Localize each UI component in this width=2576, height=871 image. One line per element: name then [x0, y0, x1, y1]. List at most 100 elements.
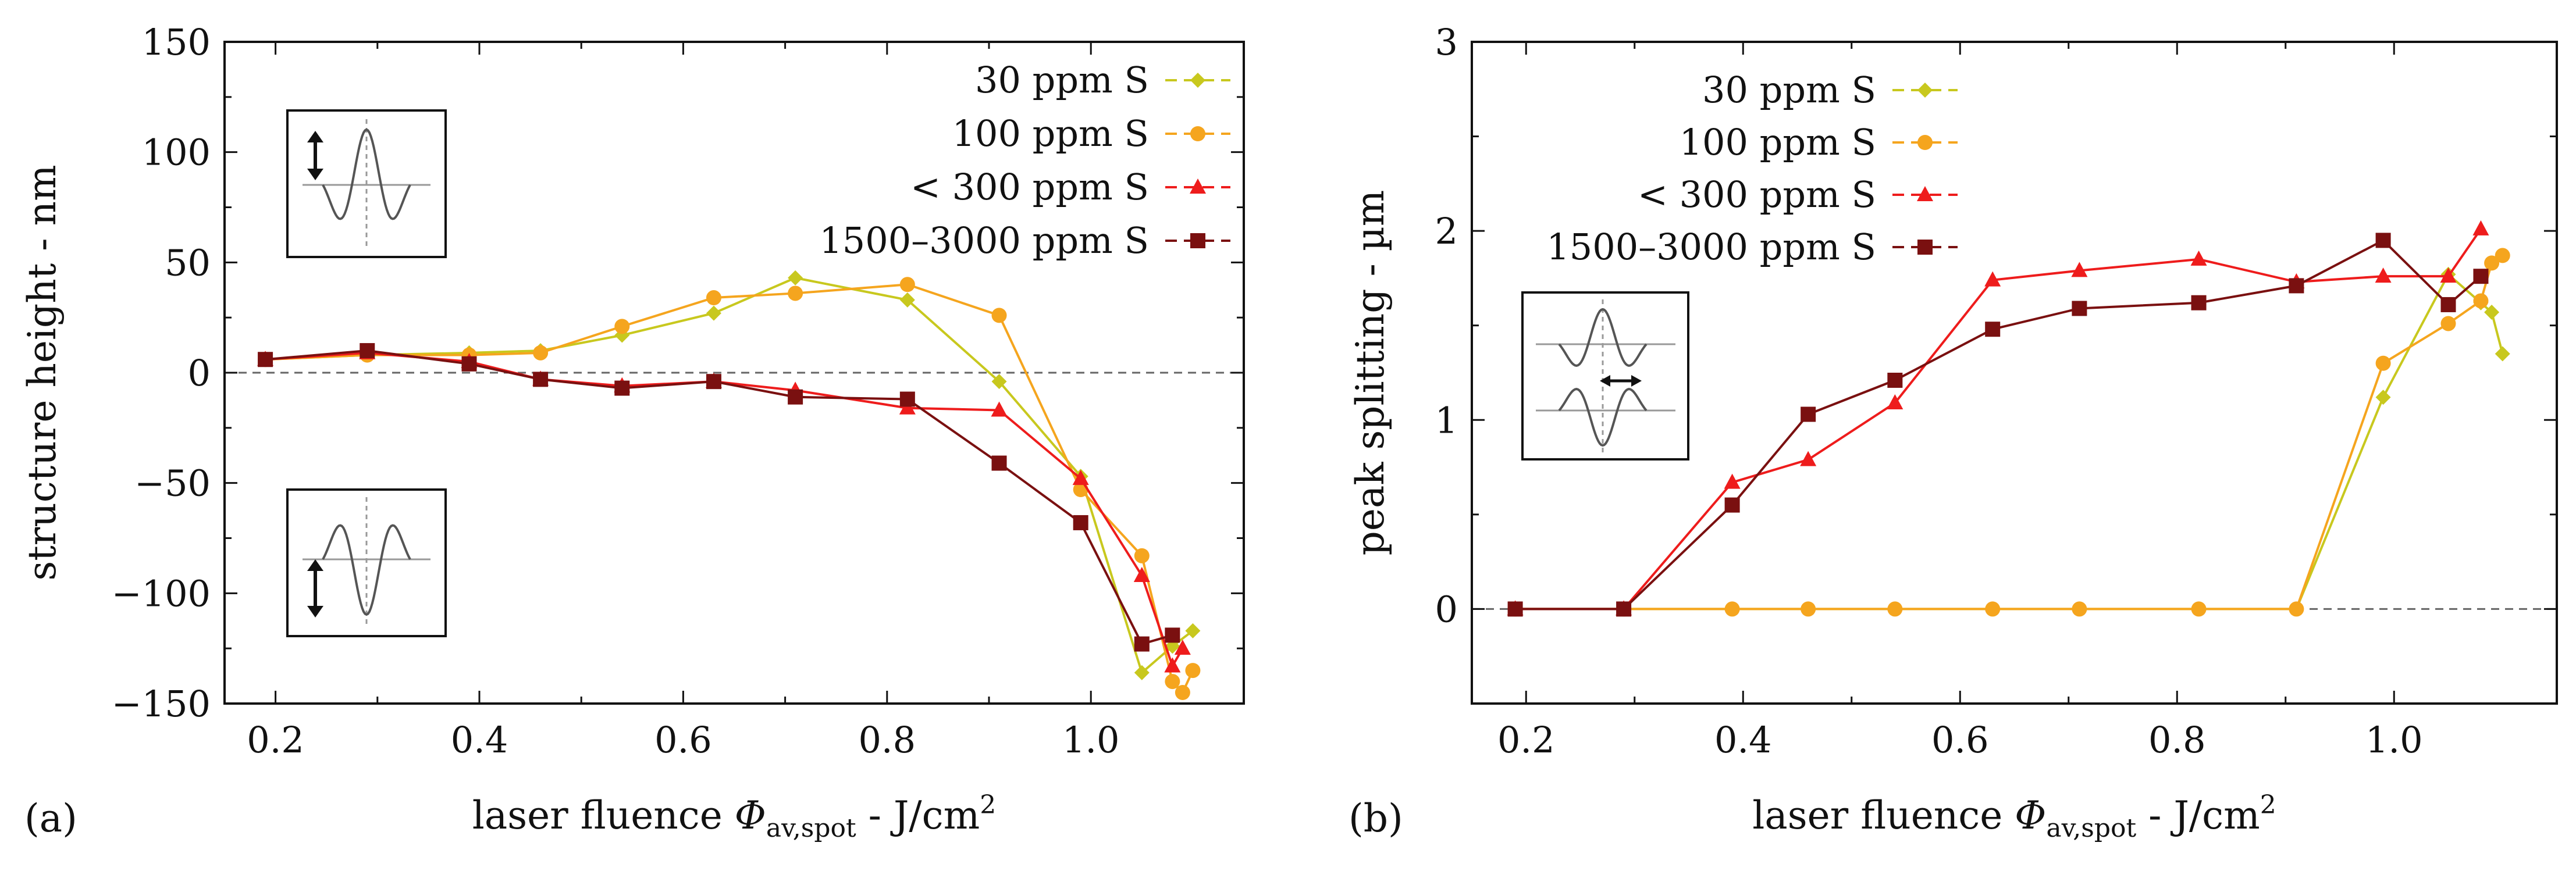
data-point [2472, 220, 2489, 235]
data-point [706, 290, 721, 306]
data-point [1616, 601, 1632, 617]
data-point [1134, 548, 1150, 563]
data-point [2484, 304, 2500, 320]
series-3 [1507, 233, 2489, 617]
legend-label: 1500–3000 ppm S [819, 219, 1149, 262]
legend-swatch-marker [1917, 240, 1933, 255]
plot-frame [1471, 41, 2558, 705]
legend-swatch-marker [1917, 83, 1933, 98]
data-point [2071, 262, 2088, 277]
x-axis-label: laser fluence Φav,spot - J/cm2 [472, 790, 996, 843]
y-tick-label: 0 [188, 352, 211, 394]
x-tick-label: 1.0 [2365, 719, 2423, 761]
data-point [899, 277, 915, 292]
x-tick-label: 0.8 [2148, 719, 2206, 761]
panel-b: 0.2 0.4 0.6 0.8 1.0 0 1 2 3 30 ppm S 100 ppm S < 30… [1348, 21, 2558, 843]
data-point [1507, 601, 1523, 617]
data-point [1887, 373, 1903, 388]
data-point [2375, 233, 2391, 248]
data-point [991, 308, 1007, 323]
data-point [2440, 297, 2456, 312]
inset-wave-top [1558, 308, 1648, 367]
data-point [1724, 497, 1740, 513]
arrow-head-down [307, 169, 323, 180]
data-point [2375, 355, 2391, 371]
legend: 30 ppm S 100 ppm S < 300 ppm S 1500–3000 pp… [819, 59, 1230, 262]
data-point [1801, 601, 1816, 617]
y-tick-label: −100 [112, 572, 211, 615]
x-axis-label: laser fluence Φav,spot - J/cm2 [1752, 790, 2276, 843]
series-line [1515, 228, 2482, 611]
y-tick-label: 50 [165, 241, 211, 284]
data-point [2072, 601, 2087, 617]
data-point [2375, 267, 2392, 283]
data-point [1185, 663, 1201, 679]
data-point [899, 399, 916, 415]
data-point [788, 270, 803, 285]
data-point [1985, 322, 2001, 337]
data-point [1724, 473, 1741, 489]
data-point [1175, 685, 1190, 701]
data-point [2484, 255, 2500, 271]
data-point [2440, 316, 2456, 331]
y-tick-label: 2 [1435, 210, 1458, 252]
data-point [1174, 640, 1191, 655]
legend-label: 30 ppm S [975, 59, 1149, 101]
panel-a: 0.2 0.4 0.6 0.8 1.0 −150 −100 −50 0 50 100 150 30 pp… [20, 21, 1245, 843]
data-point [1801, 406, 1816, 422]
x-tick-label: 0.2 [247, 719, 304, 761]
data-point [788, 389, 803, 405]
series-3 [258, 343, 1180, 652]
data-point [1185, 623, 1201, 638]
series-line [265, 349, 1173, 645]
inset-wave [322, 128, 411, 220]
data-point [1072, 470, 1089, 486]
inset-peak-up [286, 109, 447, 258]
plot-frame [223, 41, 1245, 705]
data-point [1724, 601, 1740, 617]
data-point [1984, 271, 2001, 287]
data-point [1134, 636, 1150, 652]
legend-label: < 300 ppm S [1638, 173, 1876, 216]
series-line [1515, 238, 2482, 611]
data-point [2473, 293, 2489, 309]
y-tick-label: −150 [112, 683, 211, 725]
x-tick-label: 0.8 [858, 719, 916, 761]
y-tick-label: 100 [142, 131, 211, 174]
legend-swatch-marker [1190, 73, 1205, 88]
inset-splitting [1521, 291, 1689, 461]
inset-wave-bottom [1558, 388, 1648, 447]
data-point [2440, 267, 2457, 283]
data-point [2191, 601, 2207, 617]
data-point [1073, 515, 1088, 530]
y-tick-label: −50 [134, 462, 211, 505]
arrow-head-right [1631, 375, 1642, 387]
panel-label: (a) [24, 796, 77, 841]
legend-swatch-marker [1190, 126, 1205, 141]
inset-frame [1521, 291, 1689, 461]
x-tick-label: 0.6 [1931, 719, 1989, 761]
legend: 30 ppm S 100 ppm S < 300 ppm S 1500–3000 pp… [1546, 69, 1958, 268]
data-point [991, 455, 1007, 471]
legend-swatch-marker [1917, 186, 1933, 201]
data-point [1133, 566, 1150, 582]
arrow-head-down [307, 606, 323, 617]
data-point [1165, 627, 1180, 643]
data-point [2495, 346, 2510, 362]
legend-label: < 300 ppm S [910, 166, 1149, 208]
data-point [2495, 248, 2510, 263]
data-point [461, 356, 477, 372]
legend-label: 30 ppm S [1702, 69, 1876, 111]
inset-wave [322, 524, 411, 616]
data-point [2289, 601, 2304, 617]
data-point [1887, 601, 1903, 617]
y-tick-label: 150 [142, 21, 211, 63]
data-point [1134, 665, 1150, 680]
data-point [706, 305, 721, 321]
y-tick-label: 0 [1435, 588, 1458, 630]
x-tick-label: 0.4 [451, 719, 508, 761]
x-tick-label: 1.0 [1062, 719, 1120, 761]
data-point [533, 372, 549, 387]
data-point [899, 292, 915, 308]
